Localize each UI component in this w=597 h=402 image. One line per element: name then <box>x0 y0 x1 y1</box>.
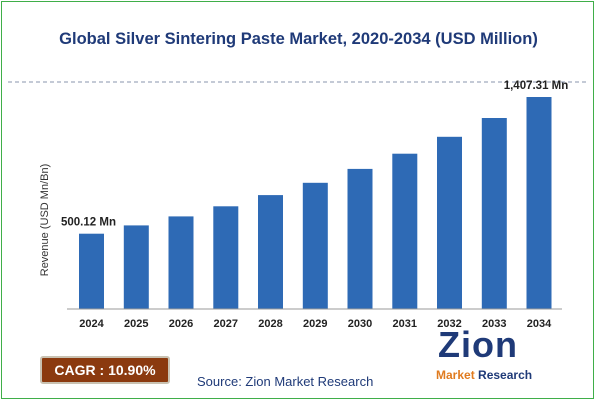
bar-2030 <box>347 168 373 309</box>
x-tick-2024: 2024 <box>79 318 104 330</box>
bar-2025 <box>123 225 149 309</box>
logo-market: Market <box>436 368 475 382</box>
bar-2032 <box>437 136 462 309</box>
x-tick-2031: 2031 <box>393 318 417 330</box>
x-tick-2034: 2034 <box>527 318 552 330</box>
x-tick-2032: 2032 <box>437 318 461 330</box>
x-tick-2026: 2026 <box>169 318 193 330</box>
x-tick-2025: 2025 <box>124 318 148 330</box>
x-tick-2027: 2027 <box>214 318 238 330</box>
logo-subtitle: Market Research <box>436 368 532 382</box>
x-tick-2033: 2033 <box>482 318 506 330</box>
zion-logo: Zion Market Research <box>430 324 550 390</box>
source-text: Source: Zion Market Research <box>197 374 374 389</box>
bar-2024 <box>79 233 104 309</box>
x-tick-2029: 2029 <box>303 318 327 330</box>
data-label-2034: 1,407.31 Mn <box>504 80 569 92</box>
y-axis-label: Revenue (USD Mn/Bn) <box>39 164 51 277</box>
bar-2028 <box>258 195 283 309</box>
logo-research: Research <box>478 368 533 382</box>
bar-2031 <box>392 153 418 309</box>
x-tick-2030: 2030 <box>348 318 372 330</box>
x-tick-2028: 2028 <box>258 318 282 330</box>
bar-2029 <box>302 182 328 309</box>
cagr-badge: CAGR : 10.90% <box>40 356 170 384</box>
logo-word: Zion <box>438 324 518 365</box>
bar-2034 <box>526 97 552 309</box>
chart-title: Global Silver Sintering Paste Market, 20… <box>59 30 538 48</box>
bar-2027 <box>213 206 239 309</box>
bar-2026 <box>168 216 194 309</box>
bar-2033 <box>481 118 507 309</box>
data-label-2024: 500.12 Mn <box>61 217 116 229</box>
